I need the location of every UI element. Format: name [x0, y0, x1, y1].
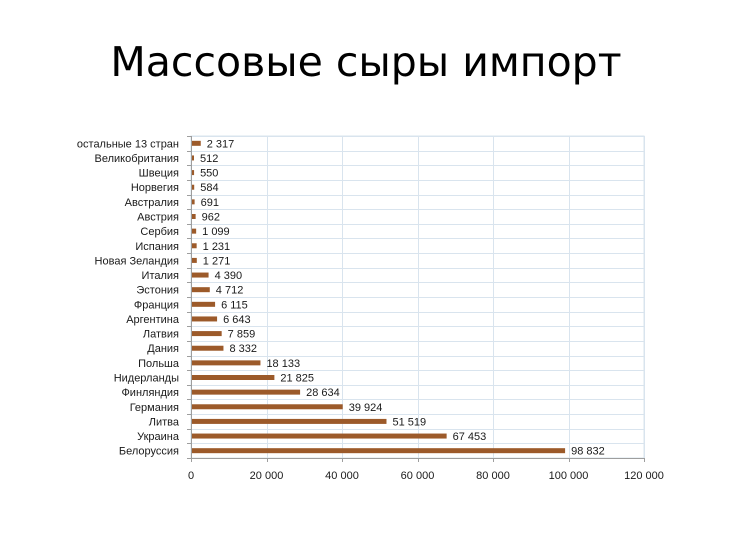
data-label: 1 271 — [203, 255, 231, 267]
data-label: 6 643 — [223, 314, 251, 326]
bar — [192, 389, 301, 395]
bar — [192, 375, 275, 380]
category-label: Белоруссия — [119, 446, 179, 458]
slide-title: Массовые сыры импорт — [110, 38, 622, 86]
bar — [192, 228, 197, 234]
x-tick-label: 40 000 — [325, 470, 359, 482]
data-label: 691 — [201, 197, 219, 209]
x-tick-label: 20 000 — [250, 470, 284, 482]
data-label: 21 825 — [280, 373, 314, 385]
category-label: Норвегия — [131, 182, 179, 194]
x-tick-label: 100 000 — [549, 470, 589, 482]
data-label: 550 — [200, 168, 218, 180]
data-label: 4 390 — [215, 270, 243, 282]
data-label: 2 317 — [207, 138, 235, 150]
bar — [192, 331, 222, 337]
bar — [192, 214, 196, 219]
bar — [192, 140, 201, 146]
data-label: 39 924 — [349, 402, 383, 414]
category-label: остальные 13 стран — [77, 138, 179, 150]
category-label: Новая Зеландия — [95, 255, 179, 267]
data-label: 1 231 — [203, 241, 231, 253]
bar — [192, 301, 216, 307]
data-label: 8 332 — [229, 343, 257, 355]
bar — [192, 418, 387, 424]
category-label: Эстония — [136, 285, 179, 297]
category-label: Сербия — [140, 226, 179, 238]
data-label: 6 115 — [221, 299, 248, 311]
data-label: 18 133 — [266, 358, 300, 370]
bar — [192, 170, 195, 176]
category-label: Нидерланды — [114, 373, 179, 385]
category-label: Германия — [130, 402, 179, 414]
category-label: Украина — [137, 431, 180, 443]
category-label: Италия — [142, 270, 180, 282]
data-label: 4 712 — [216, 285, 244, 297]
data-label: 962 — [202, 212, 220, 224]
bar — [192, 155, 194, 161]
category-label: Финляндия — [121, 387, 179, 399]
x-tick-label: 80 000 — [476, 470, 510, 482]
category-label: Аргентина — [126, 314, 180, 326]
bar — [192, 345, 224, 351]
x-tick-label: 120 000 — [624, 470, 664, 482]
bar — [192, 404, 343, 410]
data-label: 7 859 — [228, 329, 256, 341]
category-label: Польша — [138, 358, 180, 370]
category-label: Австрия — [137, 212, 179, 224]
bar — [192, 360, 261, 366]
category-label: Испания — [135, 241, 179, 253]
data-label: 584 — [200, 182, 218, 194]
data-label: 512 — [200, 153, 218, 165]
bar — [192, 272, 209, 278]
category-label: Дания — [147, 343, 179, 355]
category-label: Великобритания — [95, 153, 180, 165]
bar — [192, 243, 197, 249]
category-label: Швеция — [139, 168, 179, 180]
bar — [192, 199, 195, 205]
data-label: 28 634 — [306, 387, 340, 399]
category-label: Литва — [149, 416, 180, 428]
category-label: Латвия — [143, 329, 179, 341]
bar — [192, 316, 218, 322]
bar — [192, 287, 210, 293]
data-label: 1 099 — [202, 226, 230, 238]
data-label: 98 832 — [571, 446, 605, 458]
category-label: Франция — [134, 299, 179, 311]
x-tick-label: 0 — [188, 470, 194, 482]
bar — [192, 448, 566, 454]
category-label: Австралия — [125, 197, 179, 209]
bar — [192, 433, 447, 439]
data-label: 67 453 — [453, 431, 487, 443]
bar — [192, 257, 197, 263]
bar — [192, 184, 195, 190]
x-tick-label: 60 000 — [401, 470, 435, 482]
data-label: 51 519 — [392, 416, 426, 428]
